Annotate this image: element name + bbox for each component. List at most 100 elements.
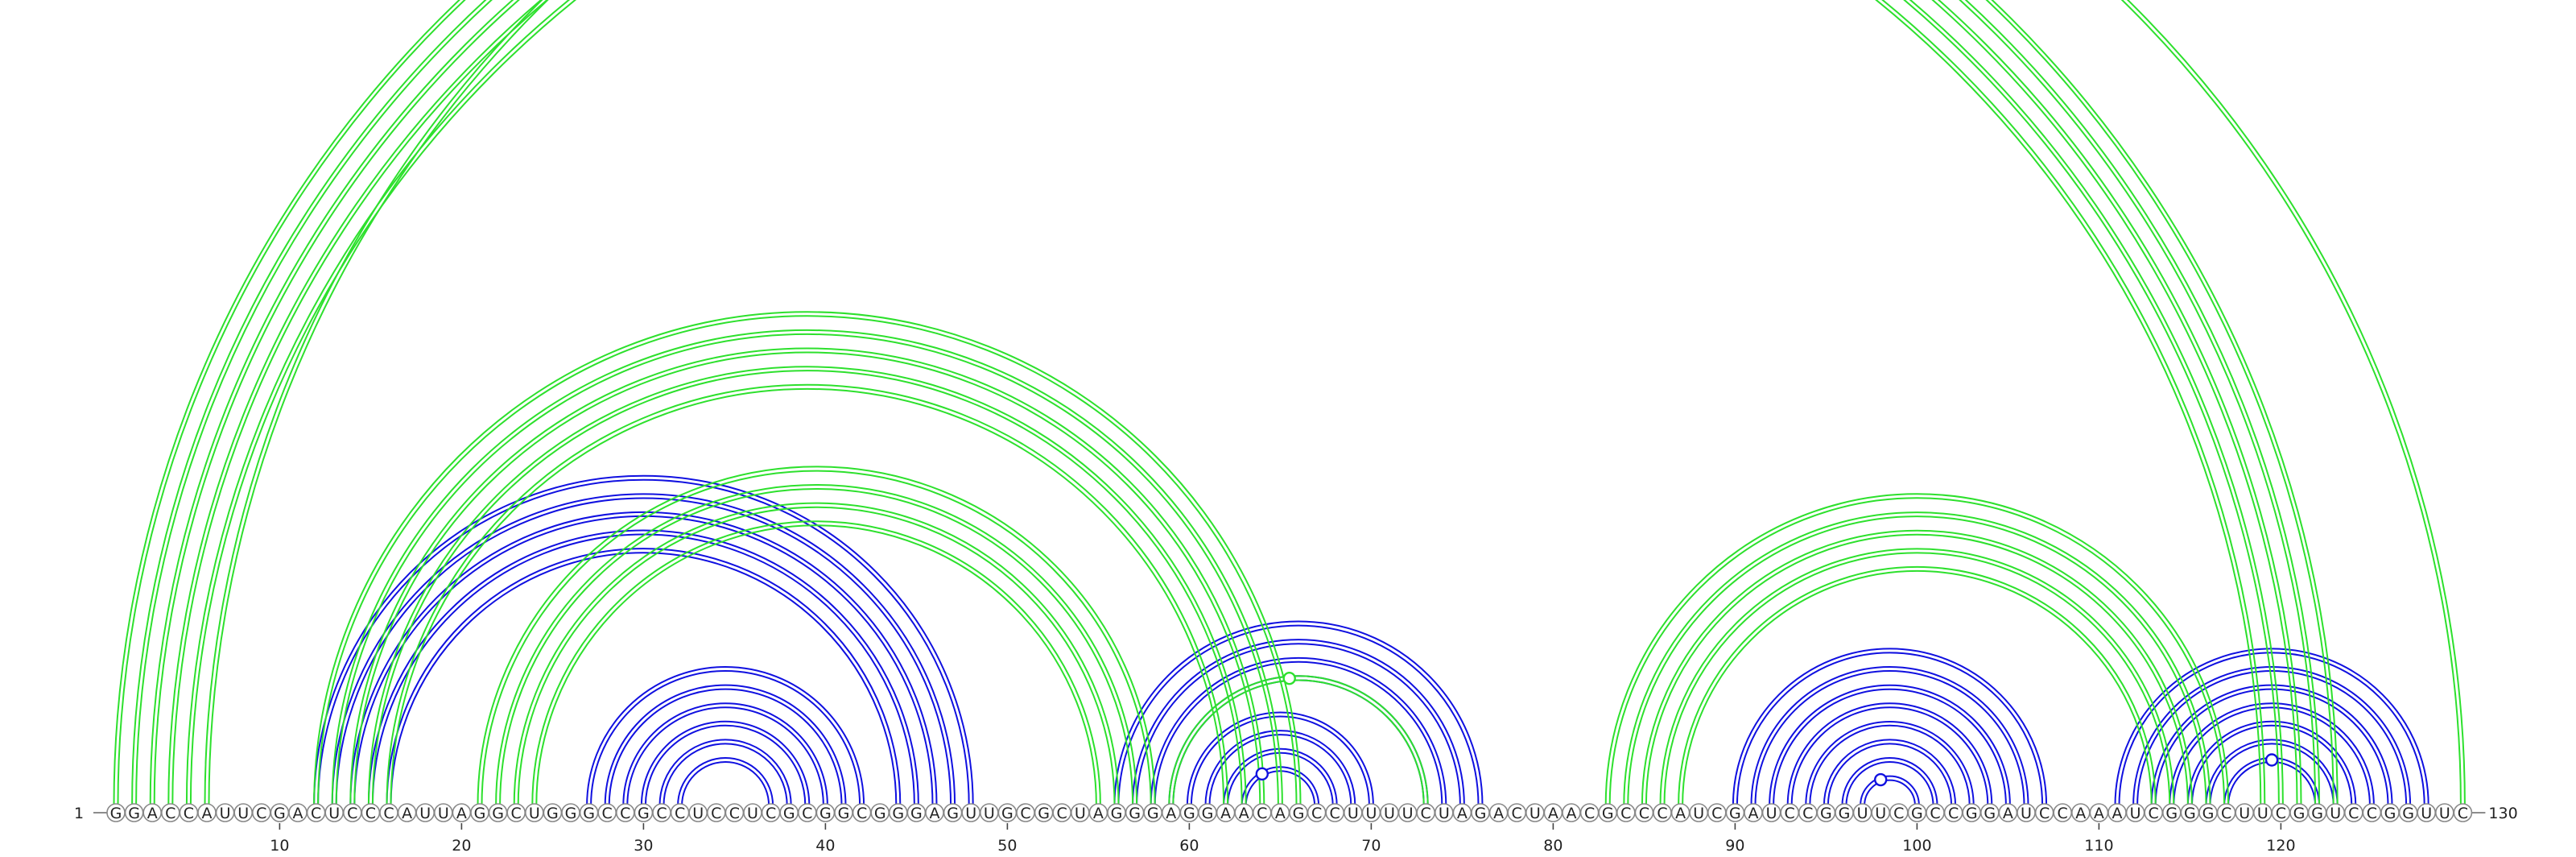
nucleotide-letter: C <box>2276 805 2286 822</box>
base-pair-arc-blue <box>2136 670 2408 806</box>
axis-tick-label: 10 <box>270 837 289 855</box>
nucleotide-letter: U <box>1875 805 1886 822</box>
base-pair-arc-blue <box>586 666 865 806</box>
base-pair-arc-green <box>171 0 2280 806</box>
nucleotide-letter: U <box>2257 805 2268 822</box>
base-pair-arc-blue <box>1241 766 1320 806</box>
base-pair-arc-green <box>335 333 1279 806</box>
base-pair-arc-blue <box>349 511 938 806</box>
nucleotide-letter: G <box>274 805 286 822</box>
base-pair-arc-green <box>135 0 2317 806</box>
nucleotide-letter: G <box>947 805 959 822</box>
nucleotide-letter: G <box>128 805 140 822</box>
nucleotide-letter: A <box>147 805 158 822</box>
base-pair-arc-green <box>131 0 2321 806</box>
nucleotide-letter: C <box>1639 805 1649 822</box>
base-pair-arc-green <box>117 0 2334 806</box>
nucleotide-letter: C <box>729 805 740 822</box>
base-pair-arc-blue <box>608 688 843 806</box>
base-pair-arc-green <box>349 347 1265 806</box>
nucleotide-letter: A <box>2094 805 2104 822</box>
base-pair-arc-blue <box>1769 684 2011 806</box>
nucleotide-letter: C <box>365 805 376 822</box>
base-pair-arc-blue <box>1208 734 1352 806</box>
nucleotide-letter: G <box>474 805 486 822</box>
nucleotide-letter: G <box>2402 805 2414 822</box>
base-pair-arc-blue <box>1732 648 2048 806</box>
nucleotide-letter: U <box>1348 805 1359 822</box>
structure-a-arcs <box>313 474 2429 806</box>
base-pair-arc-blue <box>658 739 792 806</box>
position-axis: 10 20 30 40 50 60 70 80 90 100 110 120 <box>270 823 2296 855</box>
nucleotide-letter: C <box>1330 805 1340 822</box>
nucleotide-letter: C <box>1257 805 1267 822</box>
base-pair-arc-blue <box>1823 739 1957 806</box>
base-pair-arc-blue <box>1786 702 1993 806</box>
base-pair-arc-green <box>331 329 1283 806</box>
nucleotide-letter: C <box>1020 805 1030 822</box>
nucleotide-letter: C <box>1311 805 1322 822</box>
nucleotide-letter: A <box>1239 805 1249 822</box>
nucleotide-letter: C <box>2039 805 2050 822</box>
nucleotide-letter: C <box>1421 805 1431 822</box>
nucleotide-letter: G <box>1129 805 1141 822</box>
nucleotide-letter: U <box>2239 805 2250 822</box>
nucleotide-letter: C <box>311 805 321 822</box>
base-pair-arc-blue <box>644 724 807 806</box>
nucleotide-letter: U <box>1384 805 1395 822</box>
axis-tick-label: 40 <box>815 837 835 855</box>
nucleotide-letter: G <box>2165 805 2178 822</box>
nucleotide-letter: A <box>293 805 303 822</box>
nucleotide-letter: A <box>1748 805 1759 822</box>
nucleotide-letter: C <box>620 805 630 822</box>
base-pair-arc-green <box>477 466 1156 806</box>
base-pair-arc-blue <box>331 493 956 806</box>
nucleotide-letter: C <box>1620 805 1631 822</box>
nucleotide-letter: U <box>1365 805 1377 822</box>
base-pair-arc-blue <box>681 761 770 806</box>
base-pair-arc-blue <box>1750 666 2029 806</box>
axis-tick-label: 120 <box>2266 837 2295 855</box>
nucleotide-letter: A <box>1548 805 1558 822</box>
loop-marker <box>2264 753 2279 767</box>
nucleotide-letter: C <box>656 805 667 822</box>
nucleotide-letter: U <box>438 805 449 822</box>
nucleotide-letter: C <box>1948 805 1959 822</box>
nucleotide-letter: C <box>711 805 721 822</box>
nucleotide-letter: A <box>1457 805 1468 822</box>
nucleotide-letter: G <box>1293 805 1305 822</box>
base-pair-arc-green <box>513 502 1120 806</box>
base-pair-arc-green <box>390 387 1225 806</box>
base-pair-arc-blue <box>1136 643 1461 806</box>
nucleotide-letter: A <box>1275 805 1286 822</box>
base-pair-arc-blue <box>367 529 919 806</box>
nucleotide-letter: U <box>529 805 540 822</box>
nucleotide-letter: G <box>583 805 595 822</box>
axis-tick-label: 70 <box>1361 837 1381 855</box>
nucleotide-letter: C <box>2058 805 2068 822</box>
nucleotide-letter: C <box>347 805 357 822</box>
base-pair-arc-blue <box>1841 757 1938 806</box>
nucleotide-letter: C <box>802 805 812 822</box>
nucleotide-letter: G <box>1147 805 1159 822</box>
nucleotide-letter: U <box>984 805 995 822</box>
nucleotide-letter: C <box>511 805 522 822</box>
nucleotide-letter: C <box>2458 805 2468 822</box>
nucleotide-letter: A <box>1493 805 1504 822</box>
base-pair-arc-green <box>204 0 2466 806</box>
nucleotide-letter: U <box>2439 805 2450 822</box>
nucleotide-letter: U <box>2421 805 2432 822</box>
nucleotide-letter: C <box>2149 805 2159 822</box>
base-pair-arc-green <box>371 370 1243 806</box>
base-pair-arc-blue <box>2190 724 2353 806</box>
nucleotide-letter: C <box>165 805 175 822</box>
nucleotide-letter: U <box>1402 805 1414 822</box>
nucleotide-letter: G <box>1820 805 1832 822</box>
base-pair-arc-blue <box>604 684 847 806</box>
axis-tick-label: 90 <box>1725 837 1744 855</box>
axis-tick-label: 60 <box>1179 837 1199 855</box>
nucleotide-letter: A <box>1567 805 1577 822</box>
base-pair-arc-blue <box>1204 730 1356 806</box>
base-pair-arc-green <box>1645 533 2189 806</box>
